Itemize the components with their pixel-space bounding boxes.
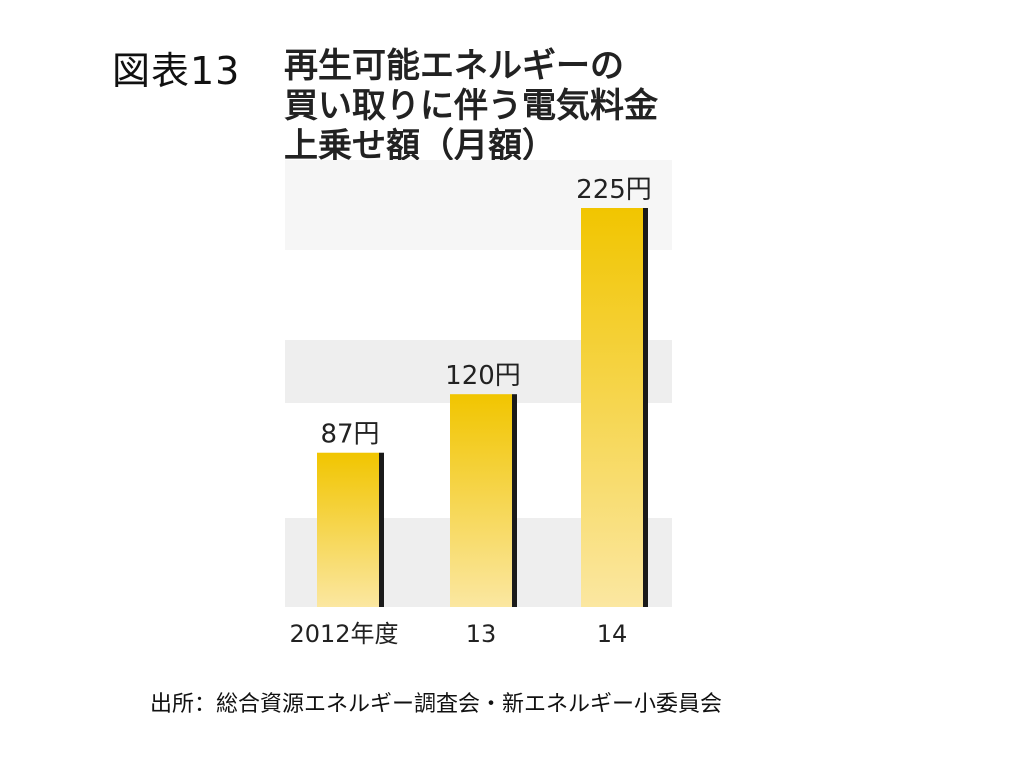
chart-title: 再生可能エネルギーの 買い取りに伴う電気料金 上乗せ額（月額） [284, 46, 704, 166]
value-label-2: 120円 [445, 361, 521, 391]
category-labels-group: 2012年度 13 14 [289, 620, 627, 648]
value-labels-group: 87円 120円 225円 [320, 175, 651, 450]
category-label-1: 2012年度 [289, 620, 398, 648]
bar-shadow-3 [643, 208, 648, 607]
value-label-3: 225円 [576, 175, 652, 205]
value-label-1: 87円 [320, 420, 379, 450]
bar-3 [581, 208, 643, 607]
chart-title-line-3: 上乗せ額（月額） [284, 126, 556, 166]
category-label-2: 13 [466, 620, 497, 648]
bar-chart: 87円 120円 225円 2012年度 13 14 [285, 175, 672, 648]
bar-2 [450, 394, 512, 607]
chart-title-line-1: 再生可能エネルギーの [284, 46, 624, 86]
bar-shadow-1 [379, 452, 384, 607]
source-note: 出所：総合資源エネルギー調査会・新エネルギー小委員会 [150, 692, 723, 717]
bar-shadow-2 [512, 394, 517, 607]
chart-title-line-2: 買い取りに伴う電気料金 [284, 86, 658, 126]
figure-label: 図表13 [112, 49, 241, 93]
bars-group [317, 208, 648, 607]
category-label-3: 14 [597, 620, 628, 648]
bar-1 [317, 452, 379, 607]
